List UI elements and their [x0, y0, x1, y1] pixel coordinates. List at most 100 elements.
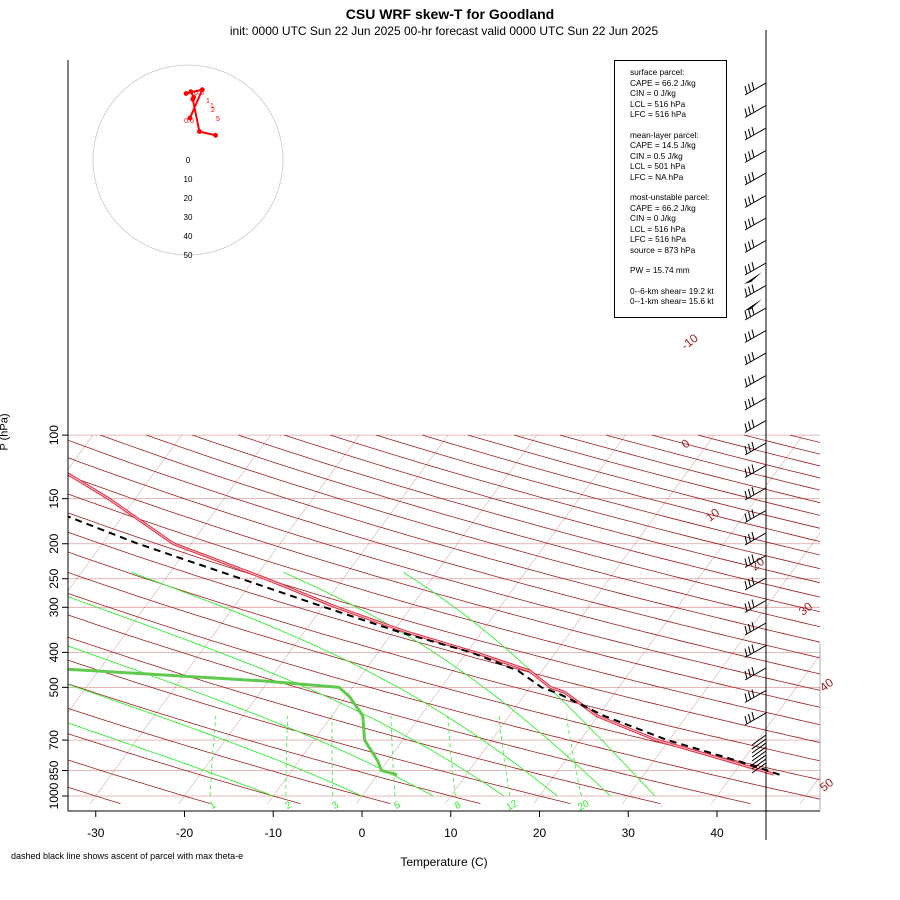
isotherm-label: 30 [796, 599, 815, 618]
wind-barb-staff [751, 754, 767, 766]
wind-barb-flag [751, 194, 755, 203]
chart-title: CSU WRF skew-T for Goodland [345, 6, 555, 22]
moist-adiabat [131, 571, 558, 797]
wind-barb-flag [744, 355, 748, 365]
wind-barb-flag [744, 535, 748, 545]
pressure-tick-label: 400 [47, 642, 61, 662]
dry-adiabat [68, 571, 820, 781]
wind-barb-flag [744, 513, 748, 522]
isotherm-line [799, 776, 820, 804]
wind-barb-staff [751, 742, 767, 754]
isotherm-line [178, 434, 449, 804]
isotherm-label: -10 [678, 331, 701, 353]
info-line: CAPE = 14.5 J/kg [630, 140, 696, 150]
wind-barb [744, 329, 767, 343]
moist-adiabat [68, 645, 434, 797]
info-line: CIN = 0 J/kg [630, 88, 676, 98]
wind-barb [744, 261, 767, 276]
wind-barb-flag [748, 241, 751, 250]
wind-barb-flag [744, 333, 748, 342]
wind-barb-flag [748, 443, 751, 453]
most-unstable-parcel-block: most-unstable parcel: CAPE = 66.2 J/kg C… [630, 192, 726, 255]
wind-barb [744, 441, 767, 456]
dry-adiabat [68, 475, 820, 691]
wind-barb-flag [748, 263, 751, 273]
hodograph-point [199, 87, 205, 93]
mixing-ratio-line [566, 715, 582, 797]
pressure-tick-label: 700 [47, 730, 61, 750]
pressure-tick-label: 100 [47, 425, 61, 445]
isotherm-label: 10 [703, 505, 722, 524]
wind-barb-flag [744, 288, 748, 297]
dry-adiabat [68, 707, 391, 804]
isotherm-line [711, 654, 820, 804]
wind-barb-flag [748, 511, 751, 520]
hodograph-point [183, 91, 189, 96]
wind-barb-staff [744, 420, 767, 433]
wind-barb [744, 689, 767, 703]
wind-barb-staff [751, 746, 767, 758]
dry-adiabat [68, 683, 481, 804]
temperature-tick-label: 0 [359, 826, 366, 840]
wind-barb [744, 644, 767, 658]
wind-barb-staff [744, 330, 767, 343]
wind-barb-flag [744, 310, 748, 320]
dry-adiabat [68, 659, 571, 804]
wind-barb-flag [748, 331, 751, 340]
wind-barb-flag [744, 445, 748, 455]
wind-barb-staff [744, 307, 767, 321]
wind-barb-flag [744, 108, 748, 117]
wind-barb-flag [751, 149, 755, 158]
wind-barb-flag [744, 243, 748, 252]
wind-barb-flag [751, 396, 755, 406]
info-line: surface parcel: [630, 67, 685, 77]
wind-barb-flag [748, 308, 751, 318]
moist-adiabat [68, 722, 274, 797]
wind-barb-staff [744, 487, 767, 501]
wind-barb-flag [748, 533, 751, 543]
isotherm-line [0, 435, 4, 804]
dry-adiabat [68, 614, 751, 804]
wind-barb-flag [751, 351, 755, 361]
wind-barb [744, 486, 767, 501]
moist-adiabat [283, 571, 611, 797]
wind-barb-staff [744, 712, 767, 726]
wind-barb-flag [748, 713, 751, 723]
wind-barb [744, 216, 767, 231]
mixing-ratio-label: 5 [392, 799, 403, 812]
wind-barb-flag [744, 670, 748, 680]
wind-barb-staff [744, 667, 767, 681]
wind-barb-flag [751, 464, 755, 473]
wind-barb-flag [744, 625, 748, 635]
wind-barb-flag [751, 711, 755, 721]
hodograph-point [187, 115, 193, 121]
wind-barb [744, 419, 767, 433]
wind-barb-flag [748, 466, 751, 475]
wind-barb-staff [744, 622, 767, 636]
wind-barb-pennant [744, 272, 762, 284]
pressure-tick-label: 850 [47, 760, 61, 780]
wind-barb-staff [744, 397, 767, 411]
pressure-tick-label: 150 [47, 488, 61, 508]
wind-barb [744, 396, 767, 411]
info-line: CIN = 0.5 J/kg [630, 150, 683, 161]
info-line: CIN = 0 J/kg [630, 213, 676, 223]
wind-barb [744, 711, 767, 726]
wind-barb-flag [744, 468, 748, 477]
wind-barb-flag [744, 423, 748, 432]
y-axis-label: P (hPa) [0, 413, 11, 450]
wind-barb-flag [751, 486, 755, 496]
dewpoint-profile-line [68, 667, 398, 777]
isotherm-line [89, 434, 360, 804]
dry-adiabat [68, 531, 820, 743]
moist-adiabat [403, 571, 656, 797]
wind-barb-flag [748, 691, 751, 700]
wind-barb-flag [751, 81, 755, 91]
hodograph-ring-label: 20 [184, 194, 193, 203]
isotherm-line [444, 434, 715, 804]
hodograph-label: 1 [206, 98, 210, 105]
wind-barb-flag [751, 531, 755, 541]
wind-barb-flag [748, 218, 751, 228]
wind-barb [744, 509, 767, 523]
temperature-tick-label: -30 [87, 826, 105, 840]
